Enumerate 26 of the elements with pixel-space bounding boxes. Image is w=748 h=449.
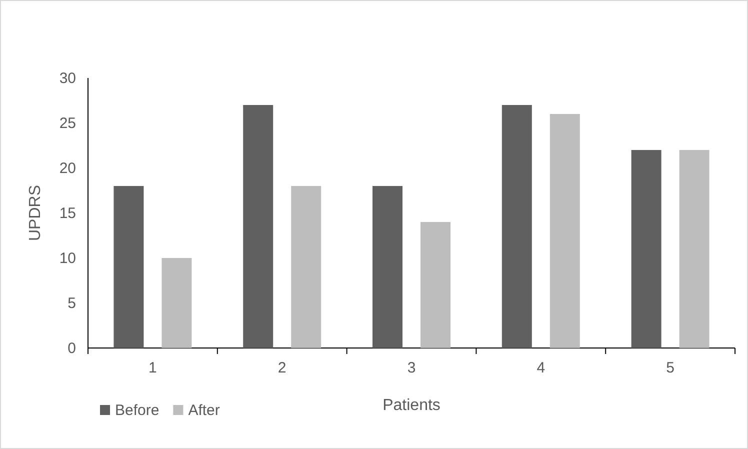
bar xyxy=(550,114,580,348)
y-tick-label: 10 xyxy=(59,250,76,267)
y-tick-label: 15 xyxy=(59,204,76,222)
x-tick-label: 3 xyxy=(407,360,416,377)
y-tick-label: 5 xyxy=(68,294,76,312)
y-tick-label: 20 xyxy=(59,160,76,177)
bar xyxy=(679,150,710,348)
bar xyxy=(114,186,144,348)
bar xyxy=(243,105,274,348)
x-tick-label: 2 xyxy=(278,360,286,377)
bar xyxy=(291,186,322,348)
y-tick-label: 25 xyxy=(59,114,76,132)
y-tick-label: 30 xyxy=(59,70,76,87)
y-axis-title: UPDRS xyxy=(27,184,44,242)
bar xyxy=(420,222,450,348)
bar xyxy=(162,258,192,348)
bar xyxy=(372,186,402,348)
x-tick-label: 4 xyxy=(536,360,546,377)
x-axis-title: Patients xyxy=(382,397,440,414)
y-tick-label: 0 xyxy=(68,340,76,357)
bar xyxy=(502,105,532,348)
legend-label: After xyxy=(188,402,220,419)
bar xyxy=(631,150,662,348)
legend-label: Before xyxy=(115,402,160,419)
x-tick-label: 5 xyxy=(666,360,674,377)
x-tick-label: 1 xyxy=(148,360,157,377)
